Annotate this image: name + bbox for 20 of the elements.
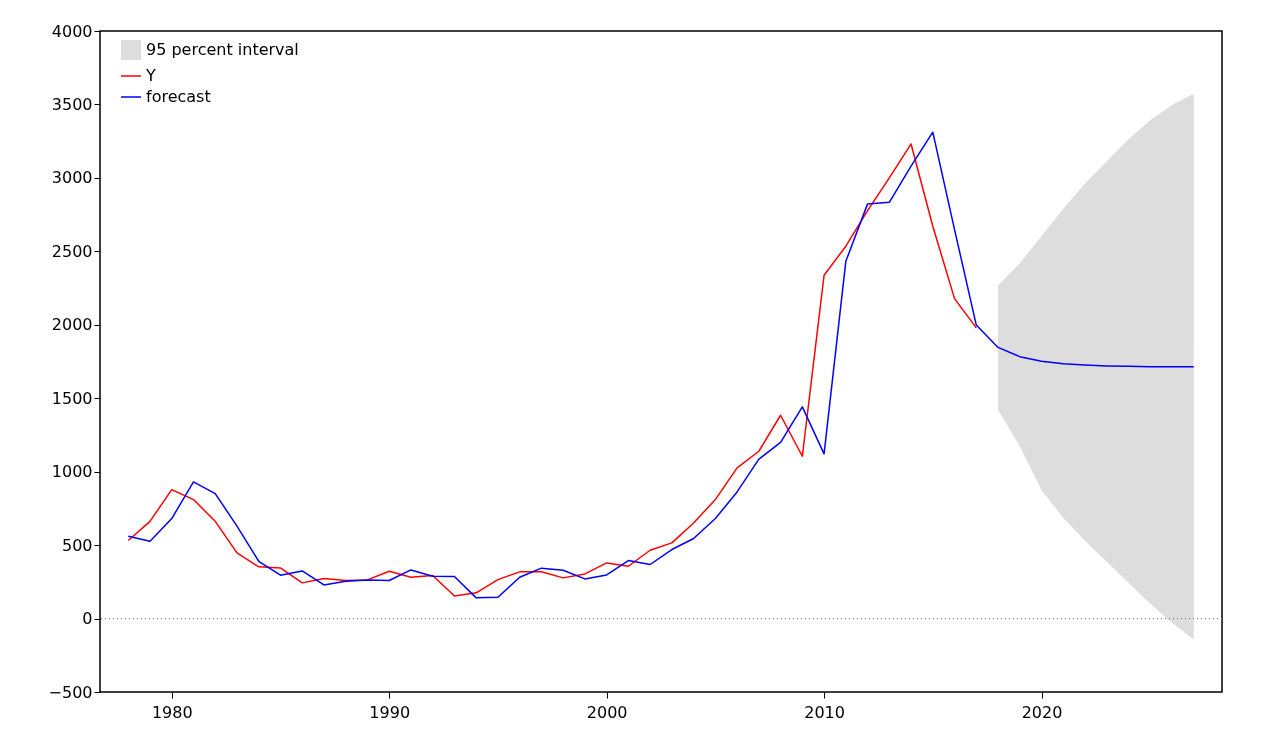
legend-label: forecast	[146, 87, 211, 106]
x-tick-label: 2020	[1021, 702, 1063, 722]
y-tick-label: 1500	[51, 388, 93, 408]
y-tick-label: −500	[48, 682, 93, 702]
y-tick-label: 3000	[51, 168, 93, 188]
line-series	[127, 131, 1195, 599]
x-tick-label: 1990	[369, 702, 411, 722]
line-series	[127, 143, 978, 597]
y-tick-label: 3500	[51, 94, 93, 114]
legend-label: Y	[145, 66, 156, 85]
y-tick-label: 1000	[51, 462, 93, 482]
y-tick-label: 0	[82, 609, 93, 629]
y-tick-label: 2500	[51, 241, 93, 261]
legend-label: 95 percent interval	[146, 40, 299, 59]
x-tick-label: 1980	[151, 702, 193, 722]
x-tick-label: 2010	[804, 702, 845, 722]
x-tick-label: 2000	[586, 702, 628, 722]
y-tick-label: 4000	[51, 21, 93, 41]
y-tick-label: 2000	[51, 315, 93, 335]
y-tick-label: 500	[61, 535, 93, 555]
